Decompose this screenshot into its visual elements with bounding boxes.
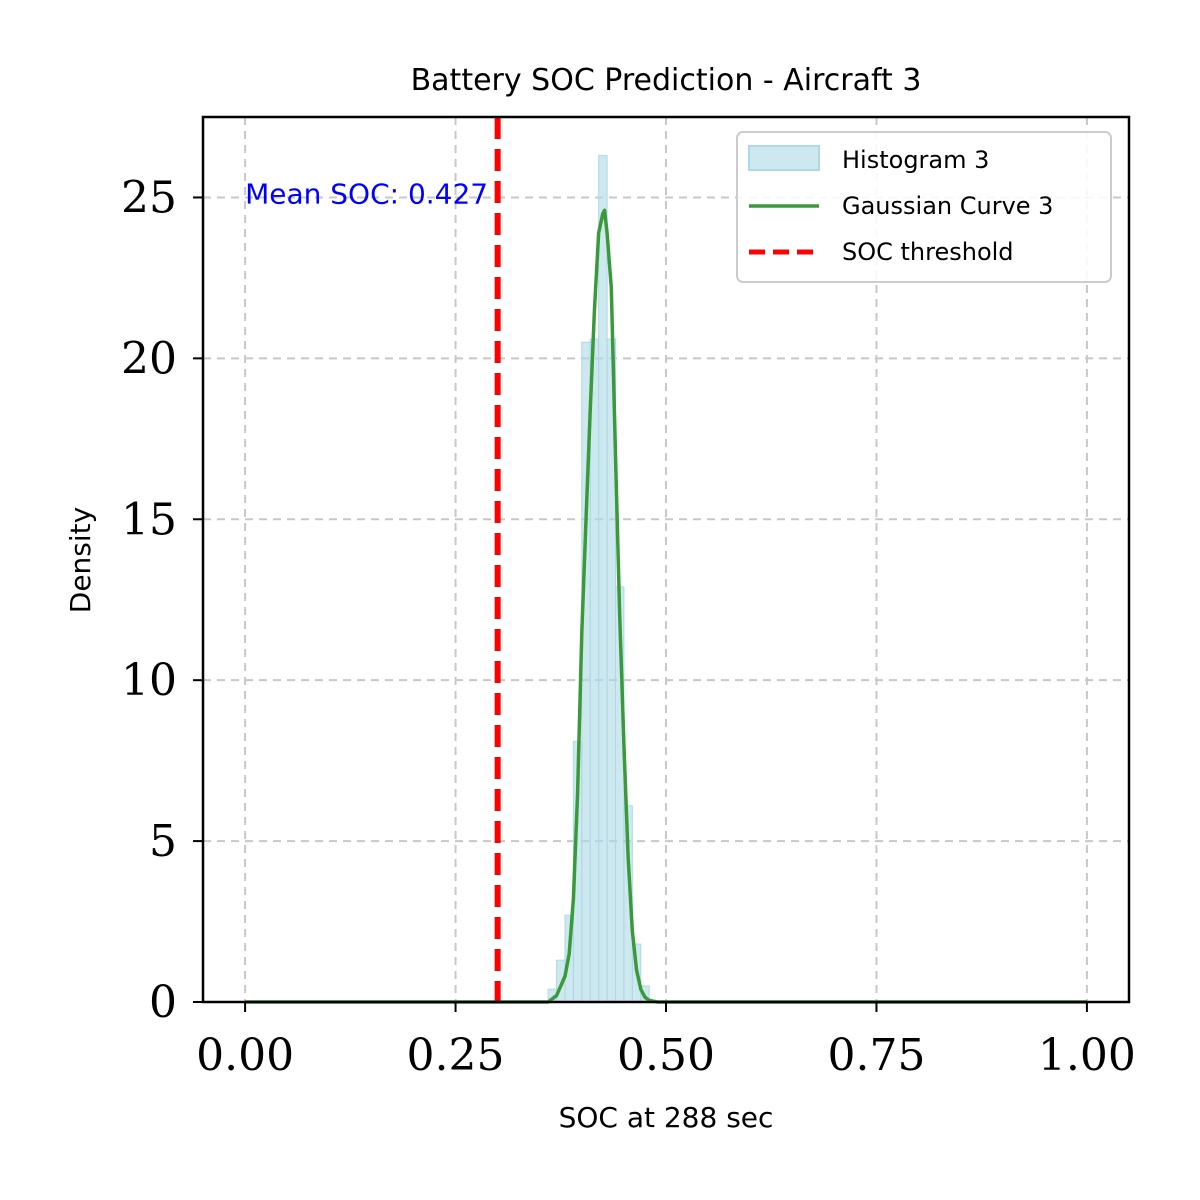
y-tick-label: 15 <box>121 494 177 545</box>
legend-threshold-label: SOC threshold <box>842 238 1014 266</box>
legend: Histogram 3 Gaussian Curve 3 SOC thresho… <box>736 131 1112 283</box>
x-tick-label: 1.00 <box>1038 1030 1136 1081</box>
x-tick-label: 0.25 <box>407 1030 505 1081</box>
x-tick-label: 0.00 <box>196 1030 294 1081</box>
tick-layer: 0.00 0.25 0.50 0.75 1.00 0 5 10 15 20 25 <box>121 172 1136 1081</box>
x-tick-label: 0.75 <box>827 1030 925 1081</box>
chart-title: Battery SOC Prediction - Aircraft 3 <box>411 63 922 98</box>
mean-soc-annotation: Mean SOC: 0.427 <box>245 177 488 210</box>
histogram-bar <box>598 155 608 1003</box>
x-tick-label: 0.50 <box>617 1030 715 1081</box>
legend-histogram-swatch <box>748 145 820 171</box>
gaussian-curve-layer <box>245 208 1087 1004</box>
gaussian-curve <box>245 208 1087 1004</box>
y-tick-label: 0 <box>149 977 177 1028</box>
legend-box <box>736 131 1112 283</box>
histogram-layer <box>547 155 650 1003</box>
legend-histogram-label: Histogram 3 <box>842 146 989 174</box>
y-tick-label: 5 <box>149 816 177 867</box>
histogram-bar <box>589 338 600 1003</box>
y-axis-label: Density <box>64 507 97 613</box>
legend-gaussian-label: Gaussian Curve 3 <box>842 192 1053 220</box>
y-tick-label: 20 <box>121 333 177 384</box>
x-axis-label: SOC at 288 sec <box>559 1101 774 1134</box>
y-tick-label: 25 <box>121 172 177 223</box>
y-tick-label: 10 <box>121 655 177 706</box>
